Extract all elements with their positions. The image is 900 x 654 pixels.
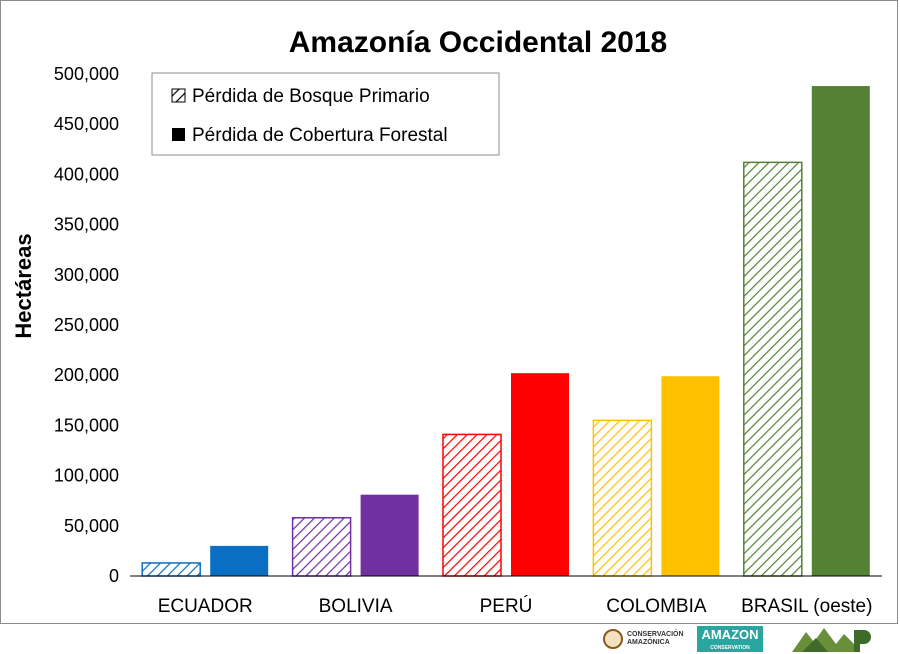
- bar-forest-cover-loss: [661, 376, 720, 576]
- conservacion-logo-line2: AMAZÓNICA: [627, 639, 670, 646]
- y-tick-label: 200,000: [54, 365, 119, 385]
- y-tick-label: 100,000: [54, 466, 119, 486]
- chart-title: Amazonía Occidental 2018: [289, 26, 668, 59]
- bar-primary-forest-loss: [141, 562, 201, 577]
- bar-forest-cover-loss: [811, 86, 870, 576]
- y-tick-label: 500,000: [54, 64, 119, 84]
- bar-forest-cover-loss: [511, 373, 569, 576]
- legend-label-forest-cover-loss: Pérdida de Cobertura Forestal: [192, 125, 448, 146]
- x-axis-ticks: ECUADOR BOLIVIA PERÚ COLOMBIA BRASIL (oeste): [158, 595, 873, 617]
- conservacion-amazonica-logo: CONSERVACIÓN AMAZÓNICA: [603, 626, 684, 652]
- x-tick-label: BOLIVIA: [319, 596, 393, 617]
- bar-chart: Amazonía Occidental 2018 Hectáreas 0 50,0…: [11, 26, 882, 617]
- bar-forest-cover-loss: [360, 494, 419, 576]
- legend: Pérdida de Bosque Primario Pérdida de Co…: [151, 72, 500, 156]
- bar-primary-forest-loss: [442, 433, 502, 577]
- y-axis-ticks: 0 50,000 100,000 150,000 200,000 250,000 300,0…: [54, 64, 119, 586]
- conservacion-logo-line1: CONSERVACIÓN: [627, 631, 684, 638]
- bar-primary-forest-loss: [592, 419, 653, 577]
- x-tick-label: PERÚ: [480, 595, 533, 617]
- amazon-logo-main: AMAZON: [701, 627, 759, 642]
- y-tick-label: 350,000: [54, 215, 119, 235]
- amazon-conservation-logo: AMAZON CONSERVATION: [697, 626, 763, 652]
- y-tick-label: 450,000: [54, 114, 119, 134]
- legend-swatch-hatched: [171, 88, 186, 103]
- x-tick-label: COLOMBIA: [606, 596, 707, 617]
- bar-primary-forest-loss: [743, 161, 803, 577]
- maap-logo-icon: [792, 628, 871, 652]
- legend-label-primary-forest-loss: Pérdida de Bosque Primario: [192, 86, 430, 107]
- y-tick-label: 250,000: [54, 315, 119, 335]
- seal-icon: [603, 629, 623, 649]
- legend-box: [151, 72, 500, 156]
- x-tick-label: ECUADOR: [158, 596, 253, 617]
- y-tick-label: 50,000: [64, 516, 119, 536]
- amazon-logo-sub: CONSERVATION: [710, 645, 750, 651]
- y-tick-label: 400,000: [54, 164, 119, 184]
- bars-group: [141, 86, 870, 577]
- legend-swatch-solid: [172, 128, 185, 141]
- bar-primary-forest-loss: [291, 517, 352, 577]
- bar-forest-cover-loss: [210, 545, 269, 576]
- y-axis-label: Hectáreas: [11, 233, 36, 338]
- y-tick-label: 0: [109, 566, 119, 586]
- y-tick-label: 150,000: [54, 415, 119, 435]
- x-tick-label: BRASIL (oeste): [741, 596, 872, 617]
- logos-footer: CONSERVACIÓN AMAZÓNICA AMAZON CONSERVATI…: [0, 626, 900, 654]
- y-tick-label: 300,000: [54, 265, 119, 285]
